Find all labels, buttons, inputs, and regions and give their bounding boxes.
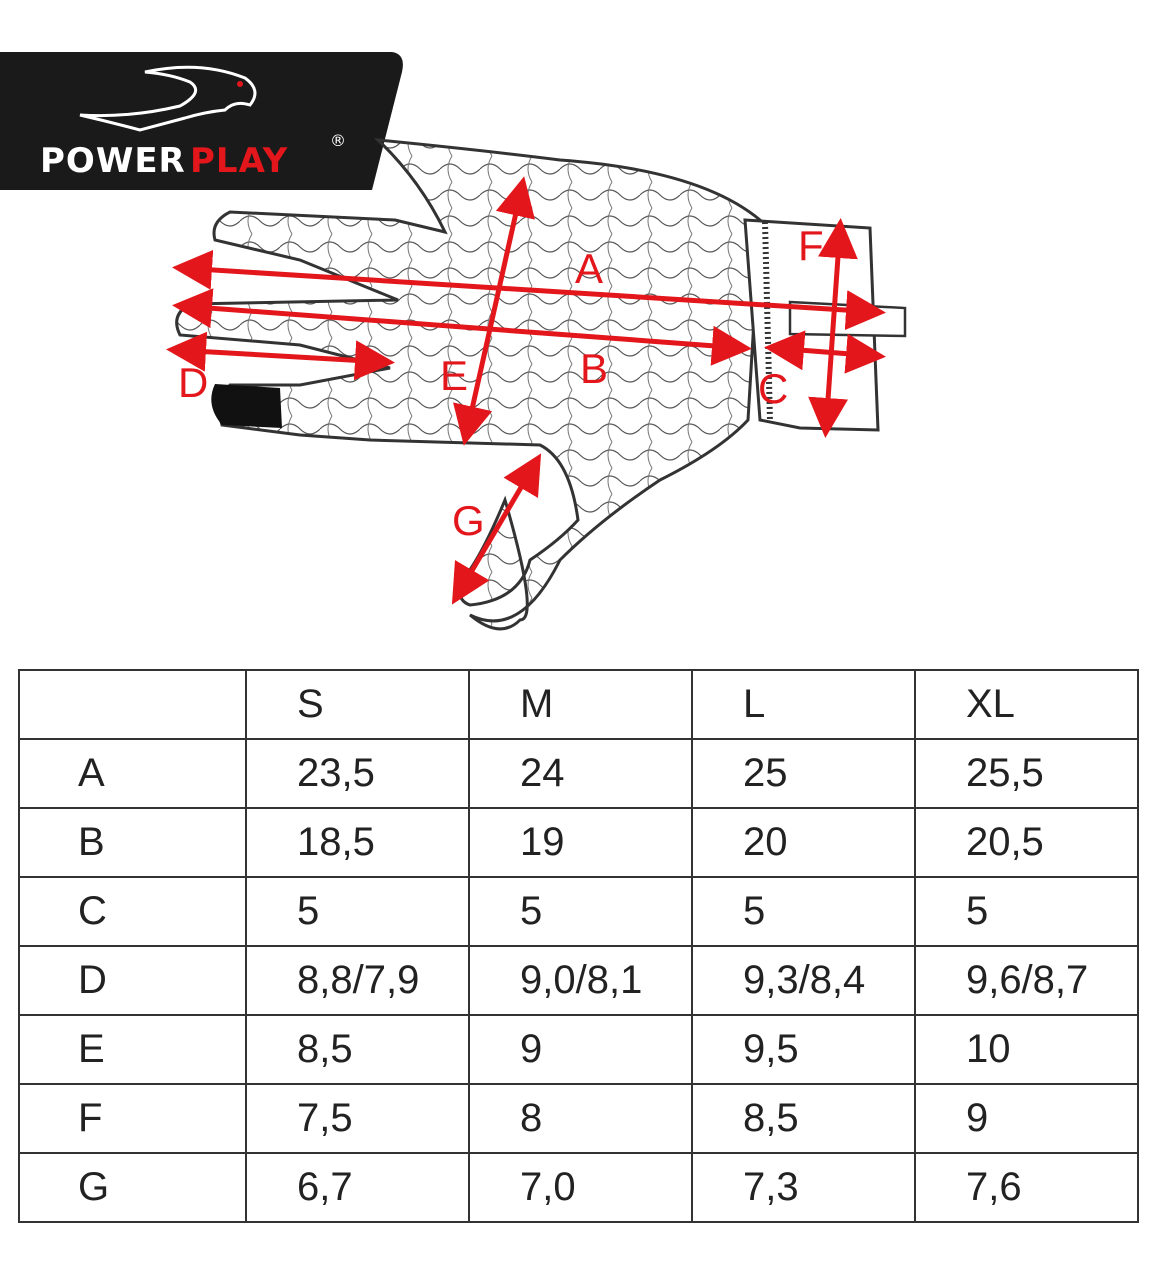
measurement-value-cell: 23,5 xyxy=(245,738,470,809)
table-row: F 7,5 8 8,5 9 xyxy=(18,1083,1140,1154)
size-table: S M L XL A 23,5 24 25 25,5 B 18,5 19 20 20,5 C 5 5 5 5 D 8,8… xyxy=(18,669,1140,1223)
measurement-value-cell: 7,5 xyxy=(245,1083,470,1154)
powerplay-logo: POWER PLAY ® xyxy=(0,52,403,190)
arrow-e xyxy=(453,176,535,446)
measurement-value-cell: 25 xyxy=(690,738,916,809)
table-row: G 6,7 7,0 7,3 7,6 xyxy=(18,1152,1140,1223)
registered-mark: ® xyxy=(330,131,346,150)
measurement-value-cell: 9,0/8,1 xyxy=(467,945,693,1016)
size-header-cell: S xyxy=(245,669,470,740)
measurement-value-cell: 8 xyxy=(467,1083,693,1154)
table-row: D 8,8/7,9 9,0/8,1 9,3/8,4 9,6/8,7 xyxy=(18,945,1140,1016)
measurement-value-cell: 8,5 xyxy=(245,1014,470,1085)
measurement-value-cell: 19 xyxy=(467,807,693,878)
measurement-value-cell: 9 xyxy=(467,1014,693,1085)
measurement-label-cell: F xyxy=(18,1083,247,1154)
table-row: E 8,5 9 9,5 10 xyxy=(18,1014,1140,1085)
measurement-value-cell: 7,6 xyxy=(913,1152,1140,1223)
measurement-value-cell: 9,5 xyxy=(690,1014,916,1085)
measurement-value-cell: 24 xyxy=(467,738,693,809)
label-c: C xyxy=(758,365,788,412)
arrow-d xyxy=(166,331,395,381)
measurement-label-cell: E xyxy=(18,1014,247,1085)
measurement-value-cell: 5 xyxy=(913,876,1140,947)
arrow-f xyxy=(808,218,858,438)
table-row: B 18,5 19 20 20,5 xyxy=(18,807,1140,878)
size-header-cell: XL xyxy=(913,669,1140,740)
label-b: B xyxy=(580,345,608,392)
measurement-value-cell: 18,5 xyxy=(245,807,470,878)
label-e: E xyxy=(440,352,468,399)
measurement-value-cell: 25,5 xyxy=(913,738,1140,809)
brand-name-part2: PLAY xyxy=(190,141,288,181)
size-header-cell: L xyxy=(690,669,916,740)
label-d: D xyxy=(178,359,208,406)
label-a: A xyxy=(575,245,603,292)
measurement-value-cell: 5 xyxy=(245,876,470,947)
measurement-value-cell: 8,8/7,9 xyxy=(245,945,470,1016)
brand-name-part1: POWER xyxy=(40,141,186,181)
measurement-label-cell: A xyxy=(18,738,247,809)
glove-diagram: POWER PLAY ® A B C D E F G xyxy=(0,52,907,631)
measurement-value-cell: 8,5 xyxy=(690,1083,916,1154)
table-row: A 23,5 24 25 25,5 xyxy=(18,738,1140,809)
measurement-value-cell: 9,6/8,7 xyxy=(913,945,1140,1016)
glove-outline xyxy=(175,138,907,631)
measurement-value-cell: 5 xyxy=(467,876,693,947)
measurement-value-cell: 7,3 xyxy=(690,1152,916,1223)
measurement-value-cell: 10 xyxy=(913,1014,1140,1085)
measurement-value-cell: 6,7 xyxy=(245,1152,470,1223)
measurement-label-cell: G xyxy=(18,1152,247,1223)
measurement-label-cell: B xyxy=(18,807,247,878)
measurement-value-cell: 9 xyxy=(913,1083,1140,1154)
measurement-value-cell: 9,3/8,4 xyxy=(690,945,916,1016)
measurement-value-cell: 20 xyxy=(690,807,916,878)
measurement-label-cell: D xyxy=(18,945,247,1016)
table-header-row: S M L XL xyxy=(18,669,1140,740)
size-header-cell xyxy=(18,669,247,740)
label-f: F xyxy=(798,222,824,269)
measurement-value-cell: 5 xyxy=(690,876,916,947)
size-header-cell: M xyxy=(467,669,693,740)
label-g: G xyxy=(452,497,485,544)
arrow-g xyxy=(451,453,542,605)
measurement-value-cell: 7,0 xyxy=(467,1152,693,1223)
arrow-c xyxy=(764,330,886,374)
measurement-value-cell: 20,5 xyxy=(913,807,1140,878)
measurement-label-cell: C xyxy=(18,876,247,947)
